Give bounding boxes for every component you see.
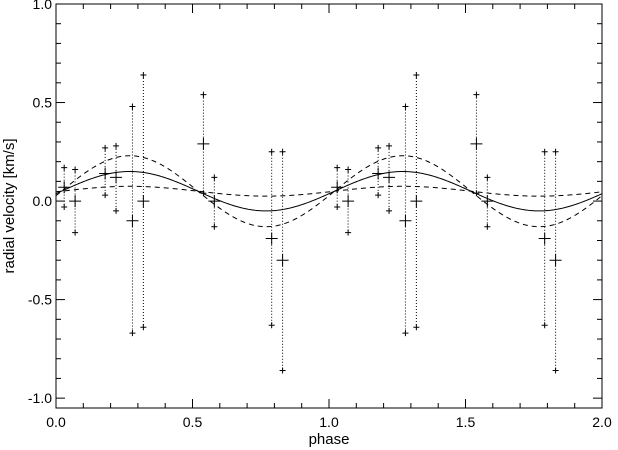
x-tick-label: 0.5 <box>183 414 203 430</box>
error-bar-cap <box>211 174 218 181</box>
y-tick-label: -0.5 <box>28 292 52 308</box>
data-point <box>399 214 412 227</box>
data-points <box>58 137 562 267</box>
error-bar-cap <box>211 223 218 230</box>
error-bar-cap <box>61 164 68 171</box>
fit-curve-dashed <box>55 155 603 228</box>
data-point <box>110 171 123 184</box>
error-bar-cap <box>113 142 120 149</box>
data-point <box>69 195 82 208</box>
y-tick-label: -1.0 <box>28 390 52 406</box>
data-point <box>265 232 278 245</box>
data-point <box>538 232 551 245</box>
axis-ticks <box>55 3 603 408</box>
x-tick-label: 0.0 <box>46 414 66 430</box>
error-bar-cap <box>200 190 207 197</box>
error-bar-cap <box>140 324 147 331</box>
x-tick-labels: 0.0 0.5 1.0 1.5 2.0 <box>46 414 612 430</box>
x-tick-label: 1.5 <box>456 414 476 430</box>
fit-curve-dashed <box>55 185 603 197</box>
error-bar-cap <box>345 229 352 236</box>
data-point <box>470 137 483 150</box>
error-bar-cap <box>61 203 68 210</box>
error-bar-cap <box>386 142 393 149</box>
y-axis-label: radial velocity [km/s] <box>1 138 18 273</box>
x-tick-label: 2.0 <box>592 414 612 430</box>
error-bar-cap <box>102 192 109 199</box>
error-bar-cap <box>140 71 147 78</box>
error-bar-cap <box>334 203 341 210</box>
data-point <box>410 195 423 208</box>
data-point <box>208 195 221 208</box>
error-bar-cap <box>113 207 120 214</box>
error-bar-cap <box>334 164 341 171</box>
error-bar-cap <box>552 148 559 155</box>
data-point <box>276 254 289 267</box>
data-point <box>58 181 71 194</box>
error-bars <box>61 71 559 374</box>
x-axis-label: phase <box>309 431 350 448</box>
y-tick-label: 1.0 <box>33 0 53 12</box>
error-bar-cap <box>402 330 409 337</box>
data-point <box>481 195 494 208</box>
data-point <box>197 137 210 150</box>
data-point <box>137 195 150 208</box>
error-bar-cap <box>484 174 491 181</box>
error-bar-cap <box>129 330 136 337</box>
data-point <box>126 214 139 227</box>
fit-curve-solid <box>55 171 603 212</box>
error-bar-cap <box>552 367 559 374</box>
y-tick-label: 0.5 <box>33 95 53 111</box>
data-point <box>549 254 562 267</box>
error-bar-cap <box>541 148 548 155</box>
error-bar-cap <box>541 322 548 329</box>
error-bar-cap <box>413 71 420 78</box>
error-bar-cap <box>402 103 409 110</box>
error-bar-cap <box>129 103 136 110</box>
error-bar-cap <box>102 144 109 151</box>
error-bar-cap <box>279 367 286 374</box>
error-bar-cap <box>375 192 382 199</box>
error-bar-cap <box>386 207 393 214</box>
data-point <box>372 167 385 180</box>
data-point <box>342 195 355 208</box>
x-tick-label: 1.0 <box>319 414 339 430</box>
error-bar-cap <box>72 229 79 236</box>
plot-frame <box>55 3 603 409</box>
data-point <box>383 171 396 184</box>
error-bar-cap <box>473 91 480 98</box>
error-bar-cap <box>345 166 352 173</box>
error-bar-cap <box>279 148 286 155</box>
fit-curves <box>55 155 603 228</box>
error-bar-cap <box>375 144 382 151</box>
error-bar-cap <box>484 223 491 230</box>
error-bar-cap <box>473 190 480 197</box>
error-bar-cap <box>268 148 275 155</box>
y-tick-label: 0.0 <box>33 193 53 209</box>
error-bar-cap <box>268 322 275 329</box>
data-point <box>99 167 112 180</box>
error-bar-cap <box>200 91 207 98</box>
error-bar-cap <box>72 166 79 173</box>
data-point <box>331 181 344 194</box>
error-bar-cap <box>413 324 420 331</box>
y-tick-labels: -1.0 -0.5 0.0 0.5 1.0 <box>28 0 52 406</box>
